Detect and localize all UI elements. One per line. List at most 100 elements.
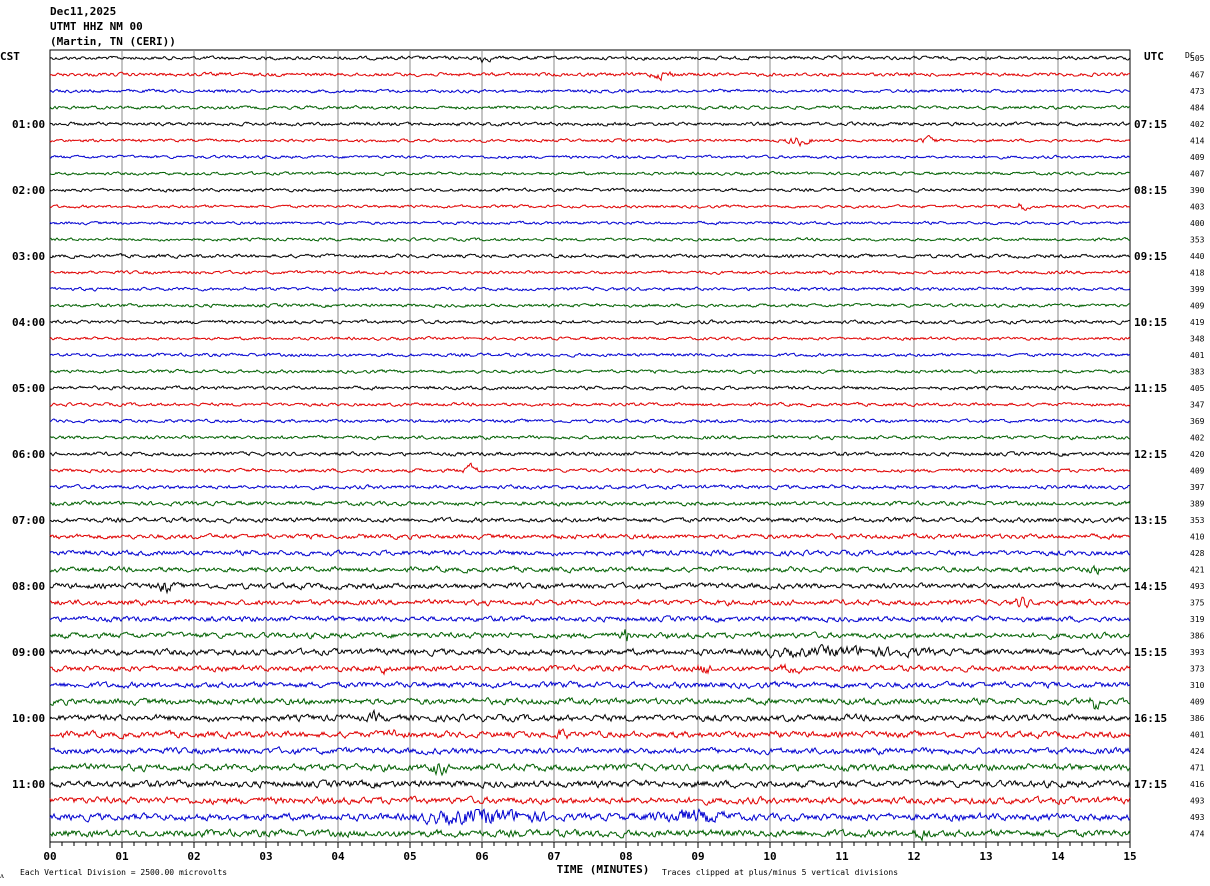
right-hour-label: 16:15 bbox=[1134, 712, 1167, 725]
dc-offset-label: 400 bbox=[1190, 219, 1205, 228]
dc-offset-label: 386 bbox=[1190, 714, 1205, 723]
trace-line bbox=[49, 629, 1131, 642]
trace-line bbox=[49, 401, 1131, 408]
left-hour-label: 05:00 bbox=[12, 382, 45, 395]
trace-line bbox=[49, 462, 1131, 474]
dc-offset-label: 493 bbox=[1190, 797, 1205, 806]
dc-offset-label: 410 bbox=[1190, 533, 1205, 542]
trace-line bbox=[49, 596, 1131, 609]
x-tick-label: 10 bbox=[763, 850, 776, 863]
dc-offset-label: 402 bbox=[1190, 120, 1205, 129]
dc-offset-label: 405 bbox=[1190, 384, 1205, 393]
right-hour-label: 08:15 bbox=[1134, 184, 1167, 197]
dc-offset-label: 409 bbox=[1190, 698, 1205, 707]
x-tick-label: 14 bbox=[1051, 850, 1065, 863]
trace-line bbox=[49, 643, 1131, 659]
dc-offset-label: 319 bbox=[1190, 615, 1205, 624]
x-tick-label: 09 bbox=[691, 850, 704, 863]
trace-line bbox=[49, 202, 1131, 211]
trace-line bbox=[49, 450, 1131, 457]
left-hour-label: 11:00 bbox=[12, 778, 45, 791]
left-hour-label: 06:00 bbox=[12, 448, 45, 461]
x-tick-label: 02 bbox=[187, 850, 200, 863]
dc-offset-label: 473 bbox=[1190, 87, 1205, 96]
x-tick-label: 00 bbox=[43, 850, 56, 863]
trace-line bbox=[49, 368, 1131, 375]
left-hour-label: 03:00 bbox=[12, 250, 45, 263]
footer-clip-note: Traces clipped at plus/minus 5 vertical … bbox=[662, 868, 898, 877]
dc-offset-label: 373 bbox=[1190, 665, 1205, 674]
trace-line bbox=[49, 434, 1131, 441]
trace-line bbox=[49, 778, 1131, 790]
trace-line bbox=[49, 187, 1131, 193]
right-hour-labels: 07:15 08:15 09:15 10:15 11:15 12:15 13:15 14:15… bbox=[1134, 118, 1167, 791]
right-hour-label: 12:15 bbox=[1134, 448, 1167, 461]
dc-offset-label: 353 bbox=[1190, 516, 1205, 525]
left-hour-label: 08:00 bbox=[12, 580, 45, 593]
left-hour-label: 04:00 bbox=[12, 316, 45, 329]
dc-offset-label: 397 bbox=[1190, 483, 1205, 492]
trace-line bbox=[49, 564, 1131, 576]
dc-offset-label: 390 bbox=[1190, 186, 1205, 195]
right-hour-label: 15:15 bbox=[1134, 646, 1167, 659]
trace-line bbox=[49, 385, 1131, 391]
x-tick-label: 15 bbox=[1123, 850, 1136, 863]
dc-offset-label: 416 bbox=[1190, 780, 1205, 789]
dc-offset-label: 419 bbox=[1190, 318, 1205, 327]
trace-line bbox=[49, 762, 1131, 777]
trace-line bbox=[49, 286, 1131, 292]
corner-mark: ᴧ bbox=[0, 871, 4, 880]
trace-line bbox=[49, 70, 1131, 82]
right-hour-label: 13:15 bbox=[1134, 514, 1167, 527]
x-tick-label: 01 bbox=[115, 850, 129, 863]
dc-offset-label: 505 bbox=[1190, 54, 1205, 63]
left-timezone-label: CST bbox=[0, 50, 20, 63]
trace-line bbox=[49, 549, 1131, 557]
dc-offset-label: 420 bbox=[1190, 450, 1205, 459]
x-axis-title: TIME (MINUTES) bbox=[557, 863, 650, 876]
dc-offset-label: 310 bbox=[1190, 681, 1205, 690]
trace-line bbox=[49, 220, 1131, 226]
x-tick-label: 08 bbox=[619, 850, 632, 863]
trace-line bbox=[49, 728, 1131, 740]
dc-offset-label: 493 bbox=[1190, 582, 1205, 591]
right-hour-label: 09:15 bbox=[1134, 250, 1167, 263]
dc-offset-label: 409 bbox=[1190, 467, 1205, 476]
seismic-traces bbox=[49, 55, 1131, 842]
x-axis: 00 01 02 03 04 05 06 07 08 09 10 11 12 13 14 15 bbox=[43, 842, 1137, 863]
dc-offset-label: 353 bbox=[1190, 236, 1205, 245]
trace-line bbox=[49, 795, 1131, 806]
dc-offset-label: 428 bbox=[1190, 549, 1205, 558]
trace-line bbox=[49, 154, 1131, 160]
dc-offset-label: 467 bbox=[1190, 71, 1205, 80]
dc-offset-label: 409 bbox=[1190, 302, 1205, 311]
trace-line bbox=[49, 532, 1131, 541]
dc-offset-label: 418 bbox=[1190, 269, 1205, 278]
x-tick-label: 06 bbox=[475, 850, 489, 863]
dc-offset-label: 493 bbox=[1190, 813, 1205, 822]
right-hour-label: 10:15 bbox=[1134, 316, 1167, 329]
dc-header-label: DC bbox=[1185, 51, 1195, 60]
trace-line bbox=[49, 663, 1131, 676]
dc-offset-label: 471 bbox=[1190, 764, 1205, 773]
header-station: UTMT HHZ NM 00 bbox=[50, 20, 143, 33]
trace-line bbox=[49, 302, 1130, 309]
trace-line bbox=[49, 680, 1131, 690]
right-hour-label: 11:15 bbox=[1134, 382, 1167, 395]
right-timezone-label: UTC bbox=[1144, 50, 1164, 63]
right-hour-label: 17:15 bbox=[1134, 778, 1167, 791]
trace-line bbox=[49, 335, 1131, 341]
trace-line bbox=[49, 134, 1131, 148]
trace-line bbox=[49, 319, 1131, 326]
trace-line bbox=[49, 418, 1130, 424]
dc-offset-labels: 505 467 473 484 402 414 409 407 390 403 400 353 440 4… bbox=[1190, 54, 1205, 839]
dc-offset-label: 424 bbox=[1190, 747, 1205, 756]
x-tick-label: 03 bbox=[259, 850, 272, 863]
x-tick-label: 11 bbox=[835, 850, 849, 863]
trace-line bbox=[49, 269, 1131, 276]
dc-offset-label: 399 bbox=[1190, 285, 1205, 294]
dc-offset-label: 348 bbox=[1190, 335, 1205, 344]
x-tick-label: 04 bbox=[331, 850, 345, 863]
